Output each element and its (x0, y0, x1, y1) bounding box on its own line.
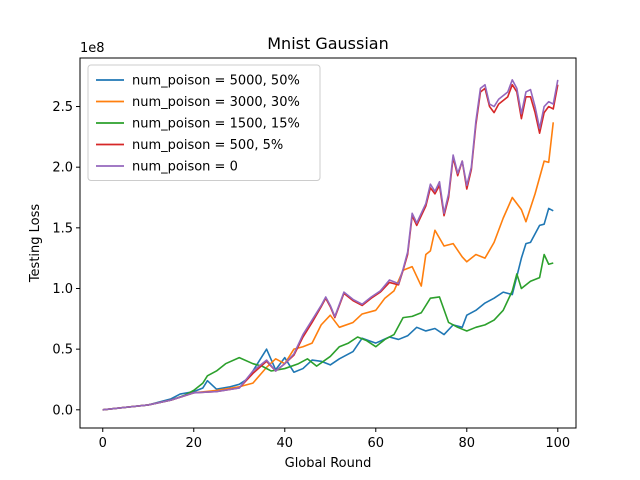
x-tick-label: 20 (185, 436, 202, 451)
legend-box (87, 64, 321, 181)
series-line-3 (102, 253, 554, 411)
series-line-1 (102, 207, 554, 411)
x-axis-label: Global Round (285, 456, 372, 471)
series-line-5 (102, 79, 559, 411)
legend-label: num_poison = 5000, 50% (132, 74, 300, 89)
y-tick-label: 2.5 (52, 100, 73, 115)
y-tick-label: 1.5 (52, 221, 73, 236)
y-tick-label: 1.0 (52, 282, 73, 297)
y-tick-label: 2.0 (52, 161, 73, 176)
legend: num_poison = 5000, 50% num_poison = 3000,… (87, 64, 321, 181)
y-offset-label: 1e8 (80, 41, 105, 56)
axes-frame (79, 57, 577, 429)
chart-title: Mnist Gaussian (267, 34, 389, 53)
legend-label: num_poison = 1500, 15% (132, 117, 300, 132)
legend-label: num_poison = 0 (132, 160, 238, 175)
y-tick-label: 0.5 (52, 343, 73, 358)
x-tick-label: 40 (276, 436, 293, 451)
y-axis-label: Testing Loss (28, 204, 43, 284)
x-tick-label: 0 (99, 436, 107, 451)
y-tick-label: 0.0 (52, 403, 73, 418)
y-axis: 0.0 0.5 1.0 1.5 2.0 2.5 (52, 100, 80, 418)
series-line-2 (102, 122, 555, 411)
legend-label: num_poison = 3000, 30% (132, 95, 300, 110)
plot-area (102, 79, 559, 411)
x-tick-label: 80 (459, 436, 476, 451)
x-tick-label: 100 (545, 436, 570, 451)
legend-label: num_poison = 500, 5% (132, 138, 283, 153)
x-axis: 0 20 40 60 80 100 (99, 428, 570, 451)
x-tick-label: 60 (368, 436, 385, 451)
